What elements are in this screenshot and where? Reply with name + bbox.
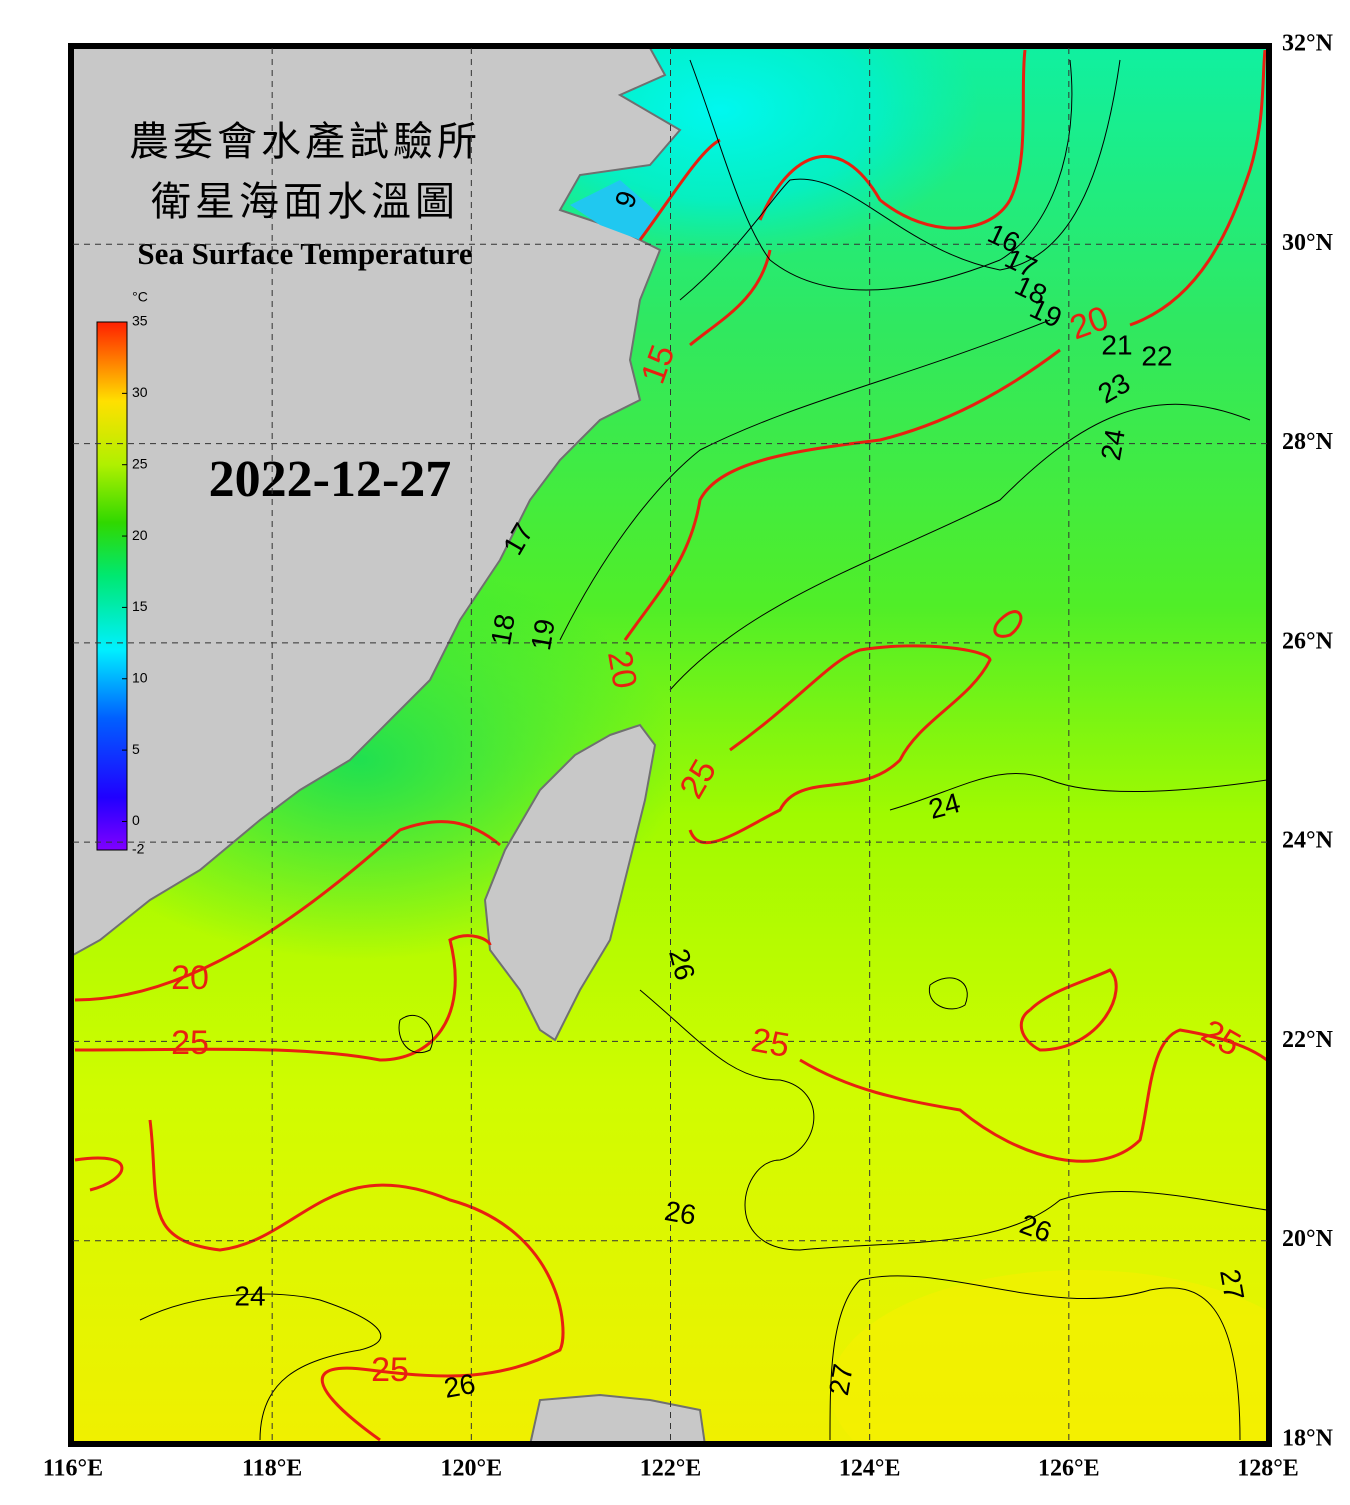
x-tick-label: 122°E (640, 1456, 702, 1482)
colorbar-tick-label: 20 (132, 527, 148, 543)
contour-15 (638, 138, 721, 241)
minor-contours (139, 59, 1267, 1441)
major-contours (74, 49, 1267, 1442)
contour-20-mid (623, 348, 1061, 641)
luzon-land (529, 1393, 706, 1442)
contour-25-south (74, 1119, 565, 1442)
contour-20-south (74, 820, 501, 1002)
contour-24-south (139, 1293, 382, 1441)
contour-loop (928, 977, 968, 1010)
major-contour-label: 25 (171, 1024, 209, 1062)
contour-label: 18 (485, 612, 521, 648)
y-tick-label: 28°N (1282, 429, 1334, 455)
y-tick-label: 20°N (1282, 1226, 1334, 1252)
contour-18 (679, 59, 1121, 301)
contour-15b (689, 249, 772, 347)
china-land (73, 48, 682, 957)
title-line: 農委會水產試驗所 (129, 119, 481, 165)
y-tick-label: 30°N (1282, 230, 1334, 256)
contour-label: 27 (1214, 1267, 1250, 1303)
colorbar-tick-label: 30 (132, 384, 148, 400)
colorbar-tick-label: 35 (132, 313, 148, 329)
colorbar-tick-label: -2 (132, 841, 145, 857)
contour-24 (889, 772, 1267, 811)
contour-25-loop (1019, 968, 1118, 1052)
contour-label: 27 (823, 1362, 859, 1398)
date: 2022-12-27 (209, 451, 452, 508)
major-contour-label: 20 (171, 959, 209, 997)
y-tick-label: 24°N (1282, 828, 1334, 854)
warm-water (830, 1270, 1267, 1442)
x-tick-label: 120°E (441, 1456, 503, 1482)
y-tick-label: 32°N (1282, 31, 1334, 57)
x-tick-label: 126°E (1038, 1456, 1100, 1482)
contour-eddy (398, 1014, 434, 1054)
contour-26 (639, 989, 1267, 1251)
y-tick-label: 18°N (1282, 1426, 1334, 1452)
y-tick-label: 26°N (1282, 628, 1334, 654)
colorbar-tick-label: 0 (132, 812, 140, 828)
colorbar-tick-label: 5 (132, 741, 140, 757)
x-tick-label: 124°E (839, 1456, 901, 1482)
contour-25-small (993, 610, 1023, 638)
contour-23 (669, 403, 1251, 691)
contour-label: 24 (1095, 427, 1131, 463)
contour-25-east (799, 1028, 1267, 1163)
contour-25-west (74, 934, 492, 1062)
contour-27 (829, 1275, 1241, 1441)
contour-label: 26 (442, 1368, 478, 1404)
contour-label: 24 (234, 1280, 265, 1311)
contour-25-north (688, 644, 992, 845)
colorbar-tick-label: 15 (132, 598, 148, 614)
subtitle: Sea Surface Temperature (137, 236, 472, 271)
map-area (73, 48, 1267, 1442)
colorbar-tick-label: 25 (132, 455, 148, 471)
contour-20-east (1129, 49, 1267, 327)
colorbar-unit: °C (132, 289, 148, 305)
y-tick-label: 22°N (1282, 1027, 1334, 1053)
map-frame (68, 43, 1272, 1447)
contour-label: 22 (1141, 340, 1172, 371)
title-line: 衛星海面水溫圖 (151, 179, 459, 225)
x-tick-label: 128°E (1237, 1456, 1299, 1482)
x-tick-label: 116°E (43, 1456, 103, 1482)
major-contour-label: 25 (748, 1021, 792, 1065)
contour-label: 21 (1101, 329, 1132, 360)
contour-19 (559, 319, 1051, 641)
contour-label: 19 (525, 617, 561, 653)
major-contour-label: 20 (600, 648, 644, 692)
estuary (570, 180, 660, 240)
major-contour-label: 25 (371, 1351, 409, 1389)
contour-20-north (758, 49, 1027, 230)
contour-label: 26 (662, 1195, 698, 1231)
colorbar (96, 321, 128, 851)
colorbar-tick-label: 10 (132, 669, 148, 685)
contour-16 (689, 59, 1073, 291)
taiwan-land (483, 723, 657, 1042)
x-tick-label: 118°E (242, 1456, 302, 1482)
